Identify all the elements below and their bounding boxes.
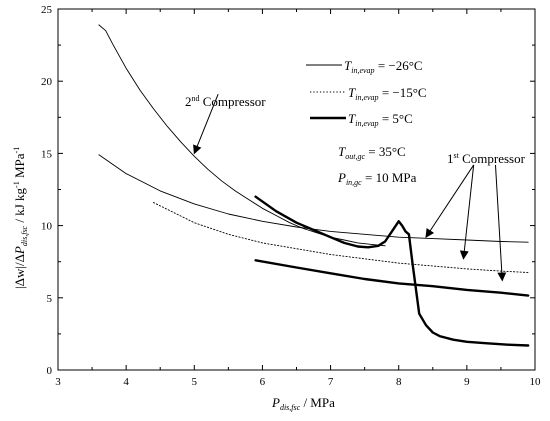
- series-layer: [98, 24, 530, 347]
- x-tick-label: 5: [192, 376, 198, 388]
- annotation-arrow-3: [459, 164, 475, 260]
- x-tick-label: 7: [328, 376, 334, 388]
- legend: Tin,evap = −26°C Tin,evap = −15°C Tin,ev…: [306, 58, 427, 128]
- series-line-1: [98, 24, 386, 247]
- series-line-5: [254, 259, 530, 297]
- x-tick-label: 10: [530, 376, 542, 388]
- annotation-arrow-2: [425, 164, 475, 238]
- x-tick-label: 9: [464, 376, 470, 388]
- y-tick-label: 10: [41, 221, 53, 233]
- series-line-4: [254, 195, 530, 347]
- arrow-layer: [193, 94, 507, 282]
- annotation-1st-compressor: 1st Compressor: [447, 151, 526, 166]
- annotation-2nd-compressor: 2nd Compressor: [185, 94, 266, 109]
- y-axis-label: |Δw|/ΔPdis,fsc / kJ kg-1 MPa-1: [12, 147, 29, 289]
- legend-label-1: Tin,evap = −26°C: [344, 58, 423, 75]
- tick-layer: 3 4 5 6 7 8 9 10 0 5 10 15 20 25: [41, 4, 541, 388]
- plot-frame: [57, 8, 536, 371]
- y-tick-label: 0: [47, 365, 53, 377]
- legend-label-2: Tin,evap = −15°C: [348, 85, 427, 102]
- x-tick-label: 6: [260, 376, 266, 388]
- x-tick-label: 8: [396, 376, 402, 388]
- condition-2: Pin,gc = 10 MPa: [337, 170, 417, 187]
- legend-label-3: Tin,evap = 5°C: [348, 111, 413, 128]
- y-tick-label: 25: [41, 4, 53, 16]
- y-tick-label: 5: [47, 293, 53, 305]
- condition-1: Tout,gc = 35°C: [338, 144, 406, 161]
- x-tick-label: 4: [123, 376, 129, 388]
- annotation-arrow-4: [494, 164, 507, 282]
- annotation-arrow-1: [193, 94, 219, 155]
- x-axis-label: Pdis,fsc / MPa: [271, 395, 335, 412]
- y-tick-label: 15: [41, 148, 53, 160]
- conditions: Tout,gc = 35°C Pin,gc = 10 MPa: [337, 144, 417, 187]
- x-tick-label: 3: [55, 376, 61, 388]
- y-tick-label: 20: [41, 76, 53, 88]
- series-line-3: [152, 202, 529, 273]
